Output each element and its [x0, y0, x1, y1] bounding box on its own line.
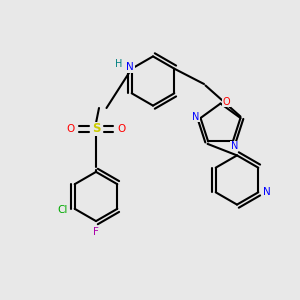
Text: S: S	[92, 122, 100, 136]
Text: N: N	[192, 112, 200, 122]
Text: N: N	[231, 141, 238, 151]
Text: F: F	[93, 226, 99, 237]
Text: O: O	[223, 97, 230, 107]
Text: N: N	[263, 187, 271, 197]
Text: Cl: Cl	[57, 205, 67, 215]
Text: O: O	[66, 124, 75, 134]
Text: H: H	[115, 59, 122, 69]
Text: N: N	[126, 62, 134, 72]
Text: O: O	[117, 124, 126, 134]
